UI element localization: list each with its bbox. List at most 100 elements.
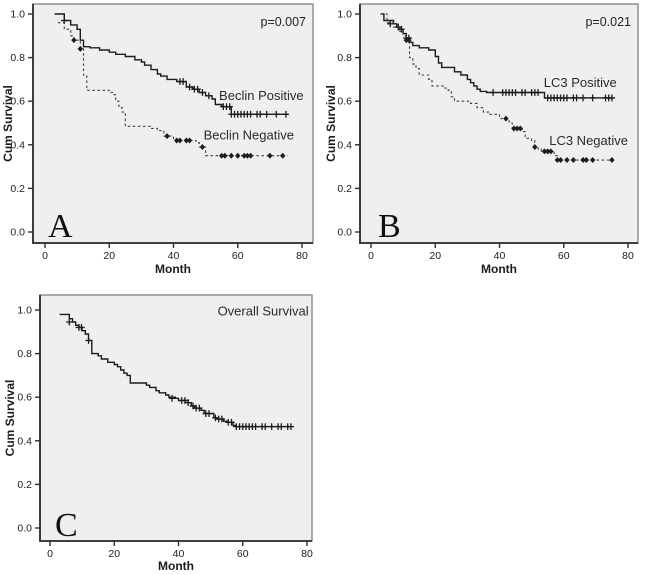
censor-plus-mark	[179, 78, 187, 85]
censor-diamond-mark	[406, 37, 412, 44]
y-tick-label: 0.0	[10, 227, 25, 239]
censor-plus-mark	[186, 83, 193, 91]
censor-plus-mark	[247, 110, 254, 118]
survival-plot-a: 1.0 0.8 0.6 0.4 0.2 0.0 0 20 40 60 80 Month Cum Surv…	[1, 3, 314, 276]
censor-marks-beclin-positive	[61, 17, 290, 118]
censor-diamond-mark	[244, 152, 251, 159]
censor-diamond-mark	[267, 152, 273, 159]
censor-plus-mark	[608, 94, 616, 102]
censor-marks-beclin-negative	[71, 37, 286, 159]
censor-marks-lc3-positive	[387, 20, 616, 102]
x-axis-title: Month	[481, 262, 517, 276]
axis-lines	[32, 4, 313, 244]
censor-plus-mark	[226, 103, 233, 111]
censor-plus-mark	[489, 89, 497, 96]
y-tick-label: 0.8	[10, 52, 25, 64]
censor-diamond-mark	[280, 152, 286, 159]
x-tick-label: 40	[173, 548, 185, 560]
x-tick-label: 60	[558, 250, 570, 262]
censor-plus-mark	[589, 94, 596, 102]
series-label-beclin-positive: Beclin Positive	[219, 88, 304, 103]
censor-plus-mark	[282, 110, 290, 118]
censor-plus-mark	[181, 397, 189, 404]
y-tick-label: 0.8	[17, 348, 32, 360]
x-tick-label: 40	[168, 250, 180, 262]
censor-plus-mark	[189, 402, 197, 410]
censor-plus-mark	[184, 399, 192, 407]
survival-plot-b: 1.0 0.8 0.6 0.4 0.2 0.0 0 20 40 60 80 Month Cum Surv…	[324, 3, 639, 276]
y-tick-label: 0.6	[10, 96, 25, 108]
x-axis-title: Month	[155, 262, 191, 276]
censor-plus-mark	[579, 94, 587, 102]
censor-plus-mark	[563, 94, 571, 102]
y-tick-label: 0.6	[337, 96, 352, 108]
censor-diamond-mark	[609, 157, 615, 164]
y-tick-label: 0.0	[337, 227, 352, 239]
y-tick-label: 1.0	[10, 9, 25, 21]
censor-diamond-mark	[183, 137, 190, 144]
censor-diamond-mark	[241, 152, 247, 159]
p-value-label: p=0.021	[585, 15, 631, 29]
censor-diamond-mark	[247, 152, 254, 159]
x-tick-label: 80	[622, 250, 634, 262]
survival-curve-lc3-positive	[380, 13, 614, 99]
censor-plus-mark	[534, 89, 542, 96]
y-tick-label: 0.4	[337, 139, 352, 151]
censor-diamond-mark	[77, 45, 84, 52]
p-value-label: p=0.007	[260, 15, 306, 29]
x-tick-label: 0	[42, 250, 48, 262]
y-tick-label: 0.0	[17, 523, 32, 535]
censor-marks-overall-survival	[66, 318, 295, 431]
y-tick-label: 0.2	[17, 479, 32, 491]
censor-plus-mark	[78, 324, 85, 331]
plot-area	[39, 294, 313, 542]
panel-b-lc3: 1.0 0.8 0.6 0.4 0.2 0.0 0 20 40 60 80 Month Cum Surv…	[320, 0, 647, 292]
censor-diamond-mark	[174, 137, 180, 144]
x-tick-label: 20	[108, 548, 120, 560]
censor-diamond-mark	[177, 137, 183, 144]
censor-plus-mark	[278, 423, 285, 431]
censor-plus-mark	[398, 25, 405, 33]
plot-area	[359, 3, 639, 244]
y-tick-label: 0.4	[17, 435, 32, 447]
censor-plus-mark	[257, 110, 264, 118]
censor-plus-mark	[273, 110, 280, 118]
censor-plus-mark	[252, 423, 259, 431]
panel-a-beclin: 1.0 0.8 0.6 0.4 0.2 0.0 0 20 40 60 80 Month Cum Surv…	[0, 0, 320, 292]
censor-diamond-mark	[580, 157, 586, 164]
censor-plus-mark	[199, 89, 206, 96]
censor-diamond-mark	[544, 148, 551, 155]
y-axis-title: Cum Survival	[3, 380, 17, 457]
censor-plus-mark	[196, 404, 203, 412]
censor-plus-mark	[573, 94, 580, 102]
series-label-beclin-negative: Beclin Negative	[204, 127, 294, 142]
series-label-lc3-positive: LC3 Positive	[544, 75, 617, 90]
y-tick-label: 1.0	[17, 305, 32, 317]
axis-lines	[359, 4, 638, 244]
x-tick-label: 60	[237, 548, 249, 560]
survival-plot-c: 1.0 0.8 0.6 0.4 0.2 0.0 0 20 40 60 80 Month Cum Surv…	[3, 294, 313, 573]
censor-diamond-mark	[199, 143, 206, 150]
censor-plus-mark	[218, 415, 226, 423]
censor-diamond-mark	[222, 152, 228, 159]
censor-plus-mark	[205, 92, 213, 100]
censor-plus-mark	[205, 410, 213, 417]
censor-diamond-mark	[164, 133, 170, 140]
censor-diamond-mark	[218, 152, 225, 159]
series-label-lc3-negative: LC3 Negative	[549, 133, 628, 148]
y-axis-title: Cum Survival	[1, 85, 15, 162]
x-axis-title: Month	[158, 559, 194, 573]
x-tick-label: 0	[47, 548, 53, 560]
x-tick-label: 0	[368, 250, 374, 262]
censor-plus-mark	[85, 337, 92, 344]
y-tick-label: 0.2	[337, 183, 352, 195]
y-tick-label: 0.2	[10, 183, 25, 195]
y-tick-label: 1.0	[337, 9, 352, 21]
panel-letter: A	[48, 208, 73, 245]
censor-diamond-mark	[589, 157, 596, 164]
censor-plus-mark	[512, 89, 519, 96]
x-tick-label: 20	[429, 250, 441, 262]
y-tick-label: 0.8	[337, 52, 352, 64]
censor-plus-mark	[66, 318, 73, 326]
